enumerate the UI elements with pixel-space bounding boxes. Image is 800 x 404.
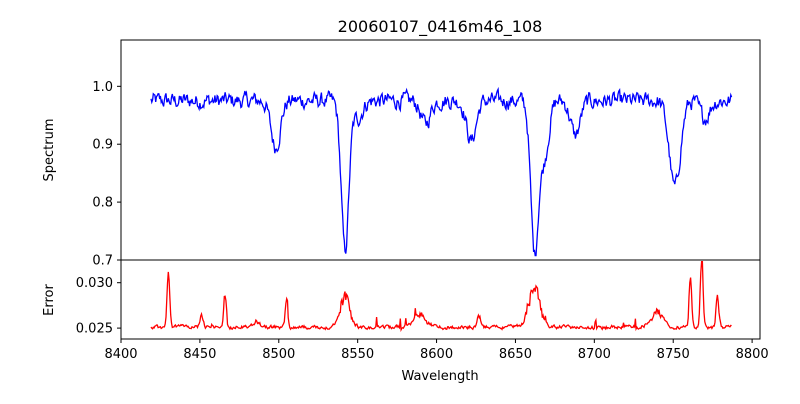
spectrum-y-axis-label: Spectrum xyxy=(42,119,57,182)
x-tick-label: 8600 xyxy=(420,347,453,362)
x-tick-label: 8400 xyxy=(104,347,137,362)
spectrum-axes-frame xyxy=(120,39,761,261)
x-tick-label: 8750 xyxy=(657,347,690,362)
spectrum-y-tick-label: 0.7 xyxy=(92,254,113,269)
spectrum-y-tick-label: 1.0 xyxy=(92,80,113,95)
error-axes-frame xyxy=(120,259,761,340)
spectrum-series-line xyxy=(150,86,733,257)
x-tick-label: 8450 xyxy=(183,347,216,362)
x-axis-label: Wavelength xyxy=(401,369,478,384)
x-tick-label: 8650 xyxy=(499,347,532,362)
spectrum-y-tick-label: 0.8 xyxy=(92,196,113,211)
chart-title: 20060107_0416m46_108 xyxy=(338,17,543,37)
error-y-tick-label: 0.030 xyxy=(76,276,113,291)
error-panel: 0.025 0.030 8400 8450 8500 8550 8600 8650 8700 87… xyxy=(76,259,769,362)
error-y-tick-label: 0.025 xyxy=(76,322,113,337)
x-tick-label: 8550 xyxy=(341,347,374,362)
x-tick-label: 8700 xyxy=(578,347,611,362)
spectrum-y-tick-label: 0.9 xyxy=(92,138,113,153)
x-tick-label: 8800 xyxy=(736,347,769,362)
x-tick-label: 8500 xyxy=(262,347,295,362)
spectrum-panel: 0.7 0.8 0.9 1.0 xyxy=(92,39,761,269)
error-series-line xyxy=(150,260,732,333)
error-y-axis-label: Error xyxy=(42,284,57,316)
